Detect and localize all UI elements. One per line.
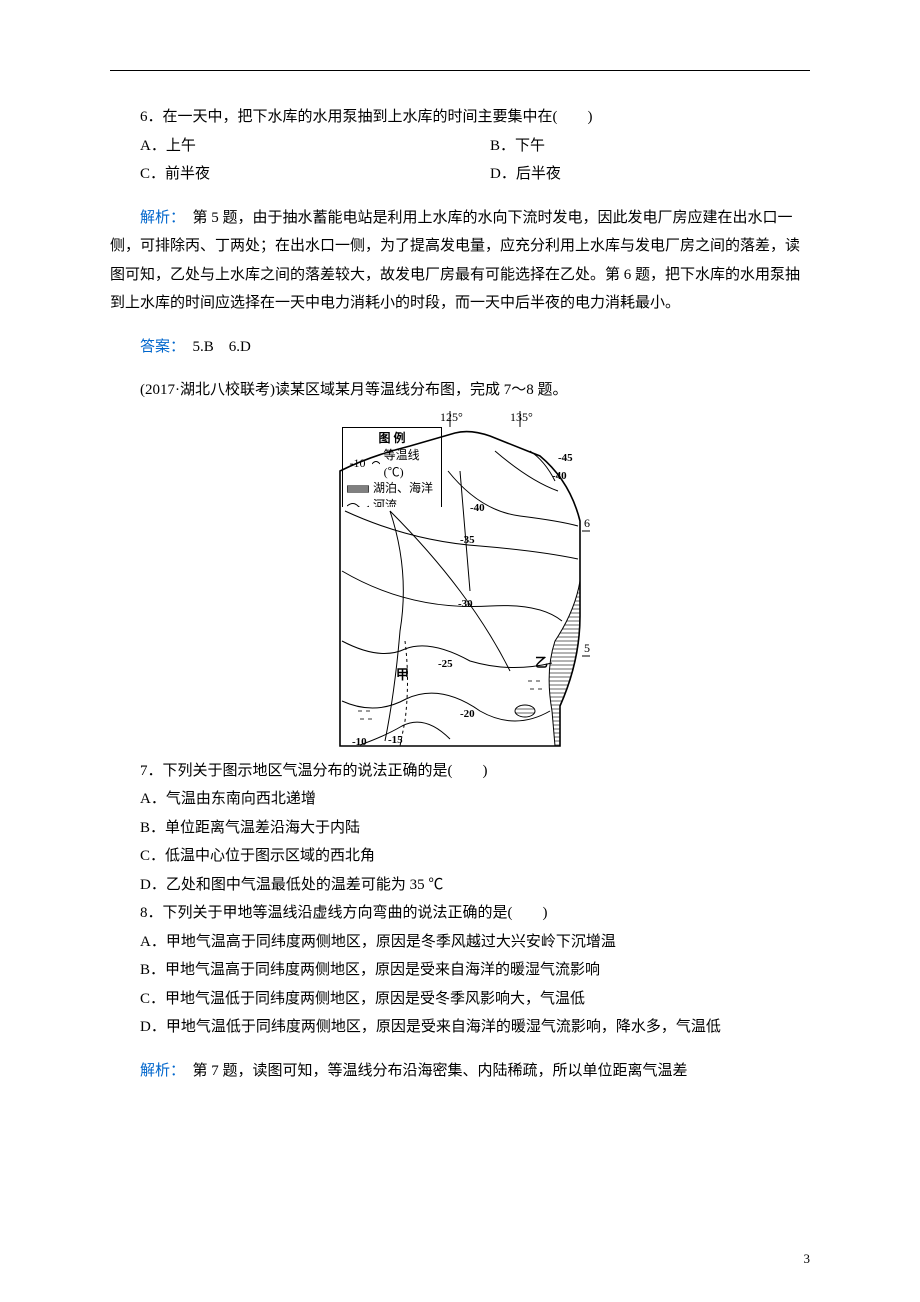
iso-n35: -35: [460, 534, 475, 546]
legend-lake-label: 湖泊、海洋: [373, 480, 433, 497]
iso-n25: -25: [438, 658, 453, 670]
analysis-2: 解析： 第 7 题，读图可知，等温线分布沿海密集、内陆稀疏，所以单位距离气温差: [110, 1057, 810, 1086]
iso-n10: -10: [352, 736, 367, 748]
iso-n15: -15: [388, 734, 403, 746]
q8-opt-c: C．甲地气温低于同纬度两侧地区，原因是受冬季风影响大，气温低: [110, 985, 810, 1014]
analysis-2-label: 解析：: [140, 1063, 178, 1079]
q8-opt-a: A．甲地气温高于同纬度两侧地区，原因是冬季风越过大兴安岭下沉增温: [110, 928, 810, 957]
q6-opt-c: C．前半夜: [110, 160, 460, 189]
top-rule: [110, 70, 810, 71]
analysis-1-text: 第 5 题，由于抽水蓄能电站是利用上水库的水向下流时发电，因此发电厂房应建在出水…: [110, 210, 800, 312]
q8-opt-d: D．甲地气温低于同纬度两侧地区，原因是受来自海洋的暖湿气流影响，降水多，气温低: [110, 1013, 810, 1042]
legend-river-label: 河流: [373, 497, 397, 507]
place-jia: 甲: [396, 667, 409, 682]
q8-stem: 8．下列关于甲地等温线沿虚线方向弯曲的说法正确的是( ): [110, 899, 810, 928]
q8-opt-b: B．甲地气温高于同纬度两侧地区，原因是受来自海洋的暖湿气流影响: [110, 956, 810, 985]
q6-row2: C．前半夜 D．后半夜: [110, 160, 810, 189]
iso-n30: -30: [458, 598, 473, 610]
legend-box: 图 例 -10 等温线(℃) 湖泊、海洋: [342, 427, 442, 507]
lon-135: 135°: [510, 411, 533, 424]
lon-125: 125°: [440, 411, 463, 424]
analysis-1: 解析： 第 5 题，由于抽水蓄能电站是利用上水库的水向下流时发电，因此发电厂房应…: [110, 204, 810, 318]
lake-icon: [347, 483, 369, 493]
legend-isoline: -10 等温线(℃): [347, 446, 437, 480]
q7-opt-d: D．乙处和图中气温最低处的温差可能为 35 ℃: [110, 871, 810, 900]
legend-title: 图 例: [347, 430, 437, 447]
iso-n40a: -40: [552, 470, 567, 482]
q6-opt-a: A．上午: [110, 132, 460, 161]
analysis-1-label: 解析：: [140, 210, 178, 226]
intro-78: (2017·湖北八校联考)读某区域某月等温线分布图，完成 7～8 题。: [110, 376, 810, 405]
analysis-2-text: 第 7 题，读图可知，等温线分布沿海密集、内陆稀疏，所以单位距离气温差: [178, 1063, 688, 1079]
q6-opt-d: D．后半夜: [460, 160, 810, 189]
iso-n20: -20: [460, 708, 475, 720]
q7-opt-a: A．气温由东南向西北递增: [110, 785, 810, 814]
place-yi: 乙: [535, 655, 548, 670]
answer-1-text: 5.B 6.D: [178, 339, 251, 355]
answer-1: 答案： 5.B 6.D: [110, 333, 810, 362]
q6-opt-b: B．下午: [460, 132, 810, 161]
legend-river: 河流: [347, 497, 437, 507]
iso-n40b: -40: [470, 502, 485, 514]
legend-isoline-label: 等温线(℃): [384, 446, 437, 480]
q7-opt-c: C．低温中心位于图示区域的西北角: [110, 842, 810, 871]
lat-50: 50°: [584, 641, 590, 655]
lat-60: 60°: [584, 516, 590, 530]
river-icon: [347, 500, 369, 506]
iso-n45: -45: [558, 452, 573, 464]
answer-1-label: 答案：: [140, 339, 178, 355]
q6-stem: 6．在一天中，把下水库的水用泵抽到上水库的时间主要集中在( ): [110, 103, 810, 132]
legend-sym-value: -10: [347, 455, 368, 472]
q7-opt-b: B．单位距离气温差沿海大于内陆: [110, 814, 810, 843]
q6-row1: A．上午 B．下午: [110, 132, 810, 161]
page-number: 3: [804, 1247, 811, 1272]
legend-lake: 湖泊、海洋: [347, 480, 437, 497]
map-figure: 125° 135° 60° 50° 图 例 -10 等温线(℃): [330, 411, 590, 751]
q7-stem: 7．下列关于图示地区气温分布的说法正确的是( ): [110, 757, 810, 786]
